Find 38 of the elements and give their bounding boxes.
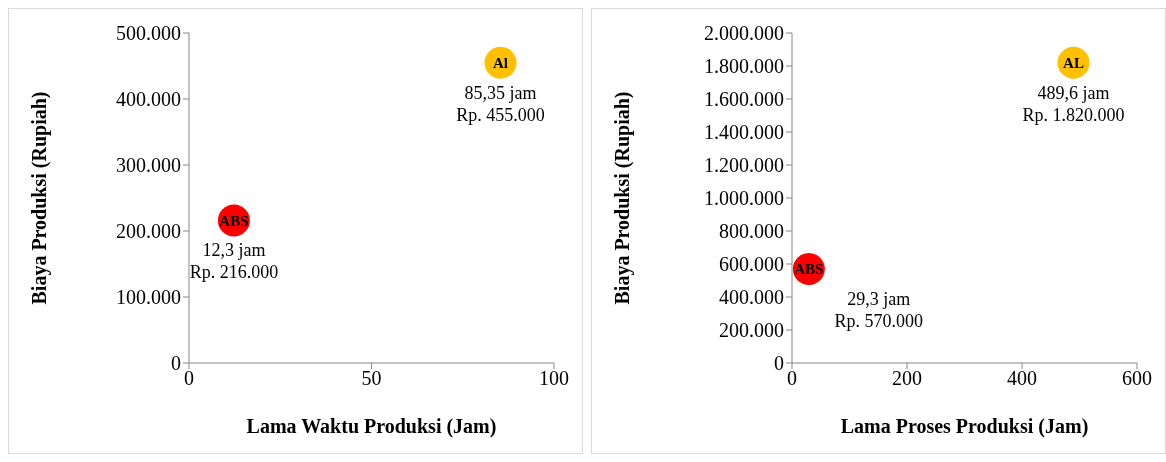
y-tick-label: 1.800.000: [704, 55, 784, 78]
x-tick-label: 50: [361, 367, 382, 390]
annotation: Rp. 455.000: [456, 104, 545, 125]
y-tick-label: 600.000: [719, 253, 784, 276]
x-tick-label: 400: [1007, 367, 1037, 390]
y-tick-label: 1.000.000: [704, 187, 784, 210]
y-tick-label: 0: [774, 352, 784, 375]
x-tick-label: 100: [539, 367, 569, 390]
y-tick-label: 300.000: [116, 154, 181, 177]
x-tick-label: 200: [892, 367, 922, 390]
y-tick-label: 200.000: [116, 220, 181, 243]
annotation: 489,6 jam: [1037, 82, 1110, 103]
y-tick-label: 0: [171, 352, 181, 375]
annotation: Rp. 570.000: [834, 310, 924, 331]
y-tick-label: 1.200.000: [704, 154, 784, 177]
y-axis-title: Biaya Produksi (Rupiah): [28, 91, 52, 305]
x-axis-title: Lama Proses Produksi (Jam): [840, 415, 1089, 438]
y-axis-title: Biaya Produksi (Rupiah): [611, 91, 635, 305]
annotation: 29,3 jam: [847, 288, 911, 309]
y-tick-label: 400.000: [116, 88, 181, 111]
annotation: 12,3 jam: [202, 240, 266, 261]
series-label: Al: [493, 55, 509, 72]
y-tick-label: 800.000: [719, 220, 784, 243]
annotation: Rp. 216.000: [189, 262, 279, 283]
y-tick-label: 1.400.000: [704, 121, 784, 144]
x-tick-label: 600: [1122, 367, 1152, 390]
y-tick-label: 1.600.000: [704, 88, 784, 111]
y-tick-label: 400.000: [719, 286, 784, 309]
series-label: ABS: [794, 261, 824, 278]
x-axis-title: Lama Waktu Produksi (Jam): [246, 415, 497, 438]
series-label: ABS: [219, 212, 249, 229]
y-tick-label: 200.000: [719, 319, 784, 342]
annotation: Rp. 1.820.000: [1022, 104, 1125, 125]
annotation: 85,35 jam: [464, 82, 537, 103]
y-tick-label: 2.000.000: [704, 22, 784, 45]
series-label: AL: [1063, 55, 1084, 72]
y-tick-label: 100.000: [116, 286, 181, 309]
y-tick-label: 500.000: [116, 22, 181, 45]
